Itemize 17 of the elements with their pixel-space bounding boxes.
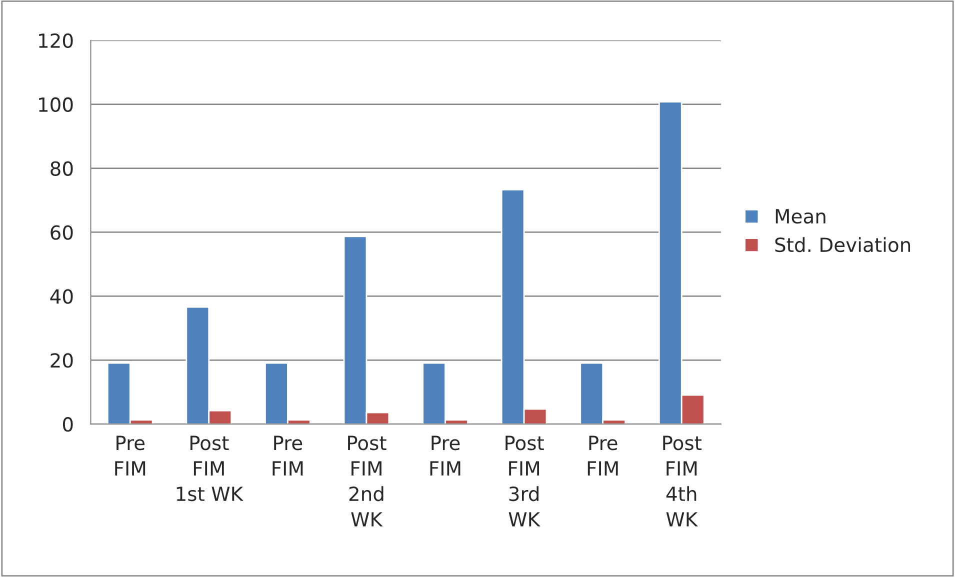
y-tick-label: 20 [50, 353, 73, 368]
x-tick-label: Pre FIM [272, 436, 303, 476]
y-tick-label: 120 [39, 33, 73, 48]
x-tick-label: Post FIM 4th WK [663, 436, 702, 526]
x-tick-label: Post FIM 3rd WK [506, 436, 544, 526]
x-tick-label: Pre FIM [430, 436, 460, 476]
x-tick-label: Post FIM 2nd WK [348, 436, 386, 526]
y-tick-label: 80 [50, 161, 73, 176]
y-tick-label: 100 [39, 97, 73, 112]
legend-label: Std. Deviation [775, 237, 910, 252]
y-tick-label: 40 [50, 289, 73, 304]
x-tick-label: Pre FIM [588, 436, 618, 476]
y-tick-label: 60 [50, 225, 73, 240]
x-tick-label: Pre FIM [115, 436, 146, 476]
legend-label: Mean [776, 209, 826, 224]
x-tick-label: Post FIM 1st WK [176, 436, 244, 502]
y-tick-label: 0 [62, 417, 73, 432]
